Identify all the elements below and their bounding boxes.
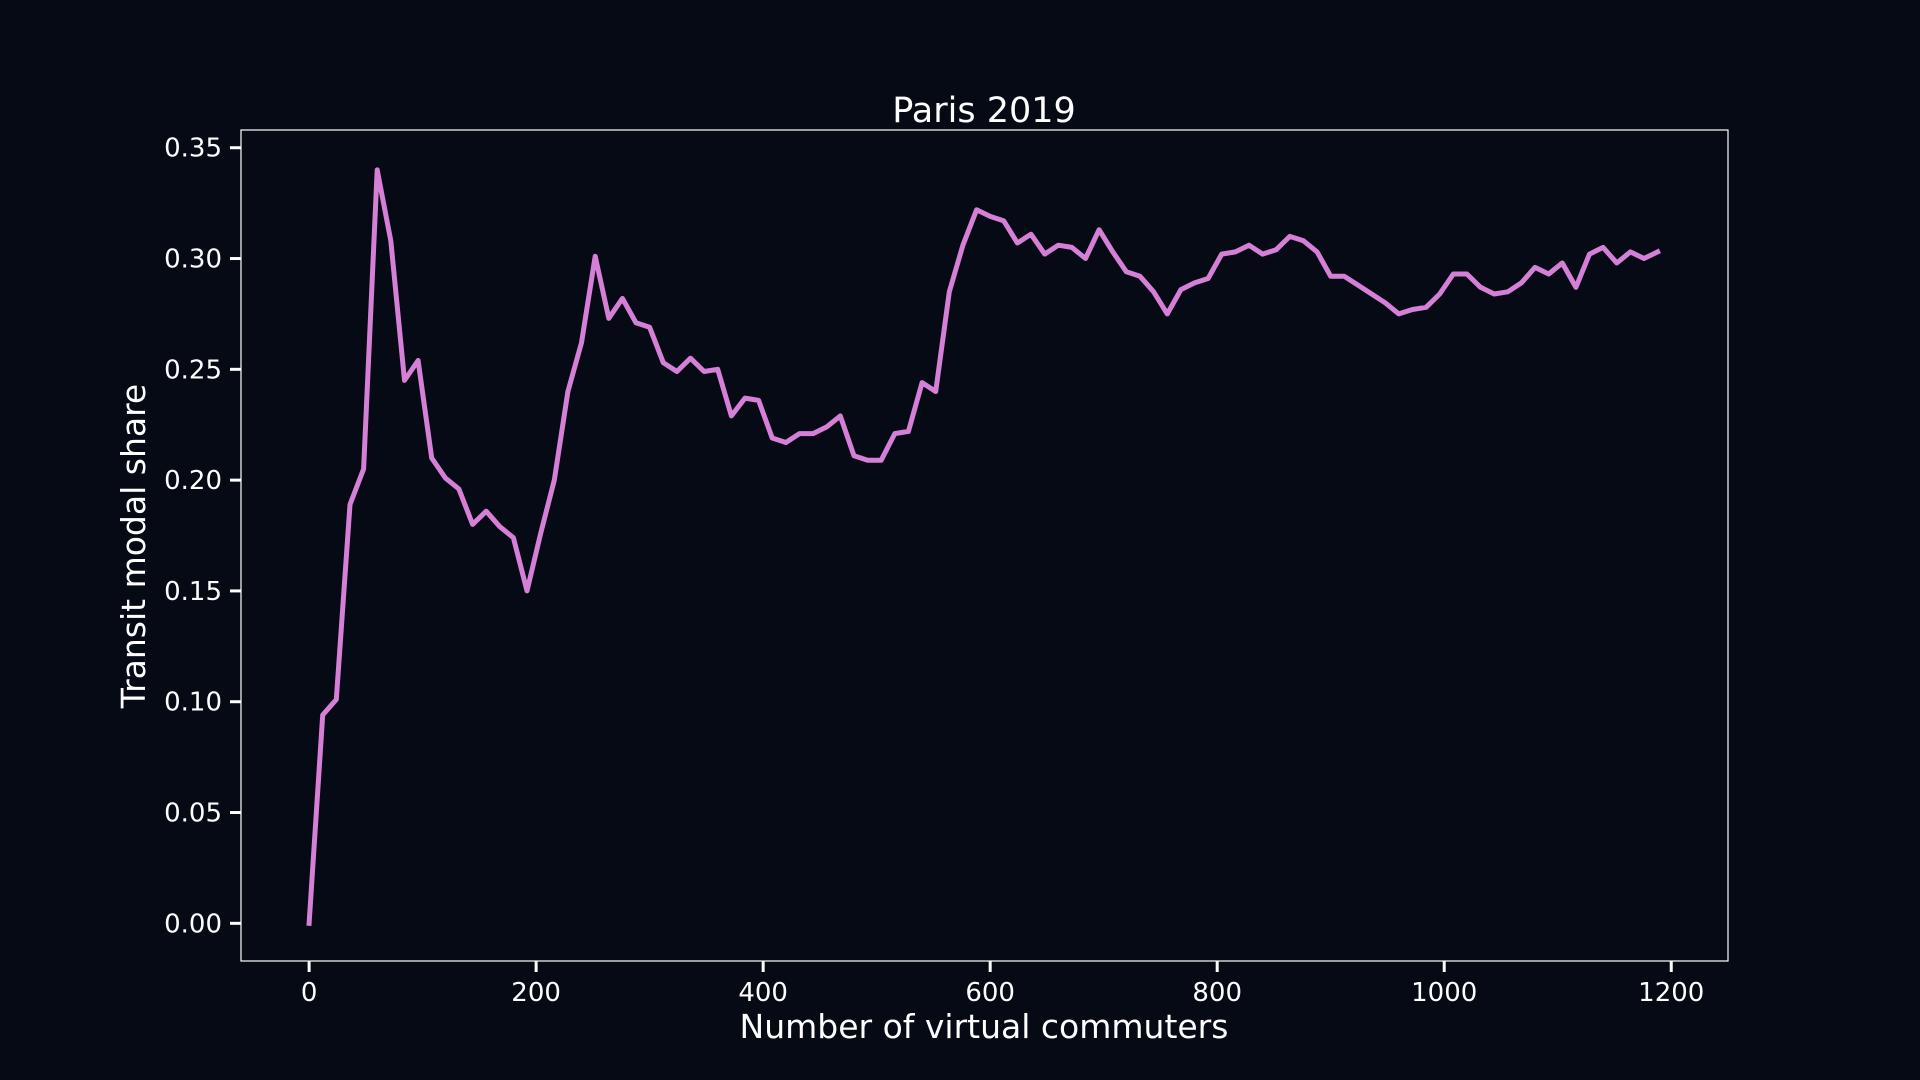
series-layer [306, 167, 1661, 926]
x-tick-label: 400 [738, 978, 788, 1008]
y-axis-label: Transit modal share [114, 384, 153, 709]
x-tick-label: 1000 [1411, 978, 1477, 1008]
plot-area-frame [240, 129, 1729, 962]
x-axis: 0 200 400 600 800 1000 1200 [301, 961, 1704, 1008]
y-tick-label: 0.15 [164, 577, 222, 607]
series-line [306, 167, 1661, 926]
y-axis: 0.00 0.05 0.10 0.15 0.20 0.25 0.30 0.35 [164, 134, 241, 939]
y-tick-label: 0.25 [164, 355, 222, 385]
y-tick-label: 0.30 [164, 245, 222, 275]
y-tick-label: 0.05 [164, 799, 222, 829]
x-tick-label: 200 [511, 978, 561, 1008]
chart-title: Paris 2019 [892, 91, 1076, 131]
x-tick-label: 1200 [1638, 978, 1704, 1008]
y-tick-label: 0.20 [164, 466, 222, 496]
y-tick-label: 0.00 [164, 909, 222, 939]
x-tick-label: 600 [965, 978, 1015, 1008]
x-tick-label: 800 [1192, 978, 1242, 1008]
y-tick-label: 0.10 [164, 688, 222, 718]
x-tick-label: 0 [301, 978, 318, 1008]
y-tick-label: 0.35 [164, 134, 222, 164]
x-axis-label: Number of virtual commuters [740, 1007, 1229, 1046]
